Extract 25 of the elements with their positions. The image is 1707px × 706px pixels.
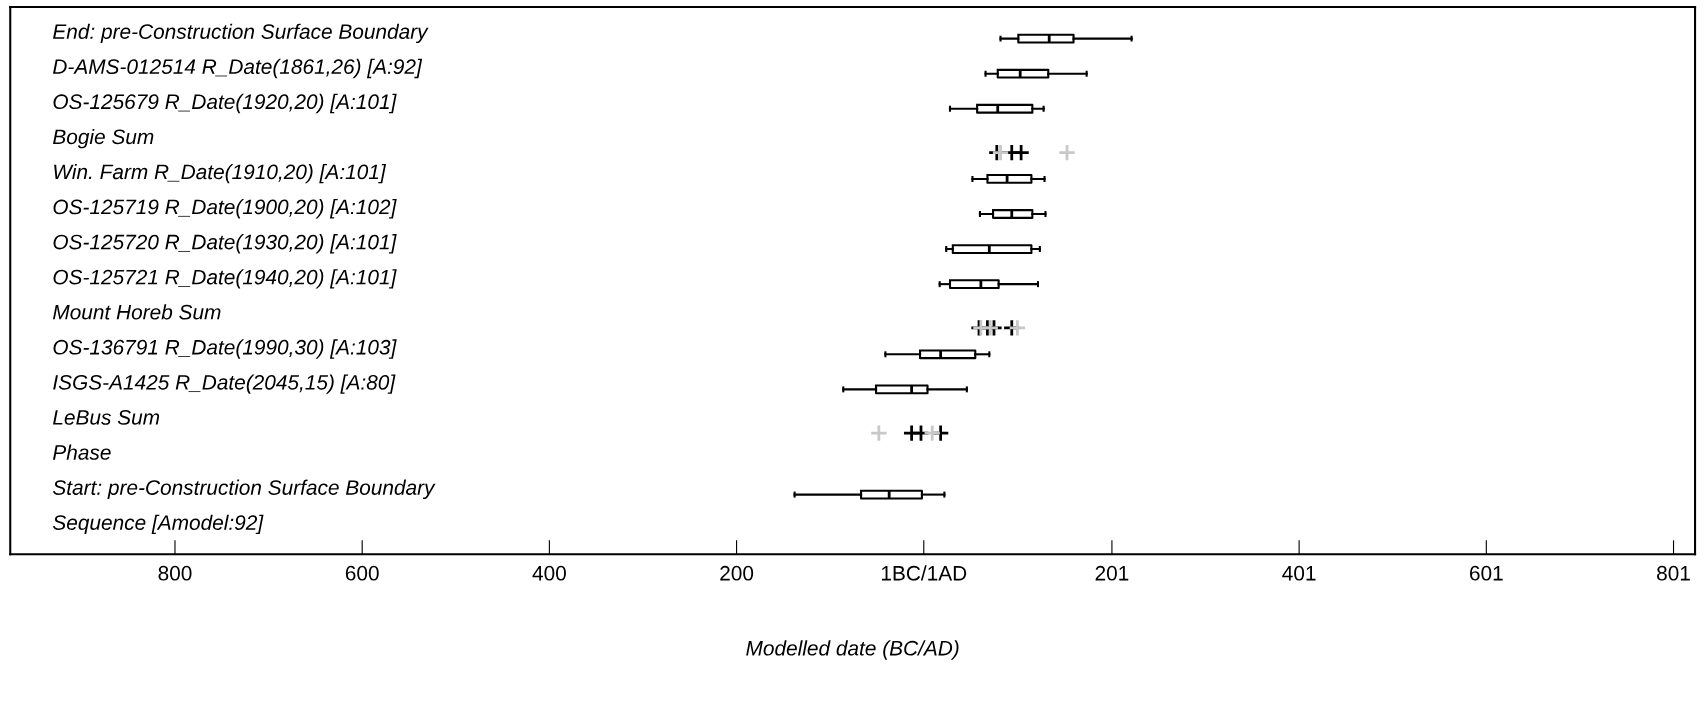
y-tick-label: Phase <box>53 444 111 460</box>
y-tick-label: OS-125679 R_Date(1920,20) [A:101] <box>53 93 397 114</box>
x-axis-title: Modelled date (BC/AD) <box>746 640 959 660</box>
y-tick-label: Bogie Sum <box>53 128 154 149</box>
x-tick-label: 401 <box>1282 565 1316 581</box>
y-tick-label: OS-136791 R_Date(1990,30) [A:103] <box>53 339 397 359</box>
x-tick-label: 801 <box>1657 565 1690 581</box>
x-tick-label: 600 <box>345 565 379 581</box>
y-tick-label: Mount Horeb Sum <box>53 304 221 320</box>
x-tick-label: 800 <box>158 565 192 581</box>
x-tick-label: 200 <box>720 565 754 581</box>
y-tick-label: Win. Farm R_Date(1910,20) [A:101] <box>54 163 387 184</box>
y-tick-label: Sequence [Amodel:92] <box>52 514 264 535</box>
y-tick-label: OS-125721 R_Date(1940,20) [A:101] <box>53 269 397 289</box>
y-tick-label: Start: pre-Construction Surface Boundary <box>52 479 436 500</box>
y-tick-label: D-AMS-012514 R_Date(1861,26) [A:92] <box>53 58 423 79</box>
y-tick-label: OS-125719 R_Date(1900,20) [A:102] <box>53 199 397 219</box>
y-tick-label: ISGS-A1425 R_Date(2045,15) [A:80] <box>53 374 396 394</box>
x-tick-label: 601 <box>1470 565 1503 581</box>
x-tick-label: 1BC/1AD <box>881 565 967 581</box>
x-tick-label: 201 <box>1095 565 1129 581</box>
y-tick-label: OS-125720 R_Date(1930,20) [A:101] <box>53 234 397 254</box>
y-tick-label: LeBus Sum <box>53 410 160 425</box>
y-tick-label: End: pre-Construction Surface Boundary <box>53 23 429 44</box>
x-tick-label: 400 <box>532 565 566 581</box>
